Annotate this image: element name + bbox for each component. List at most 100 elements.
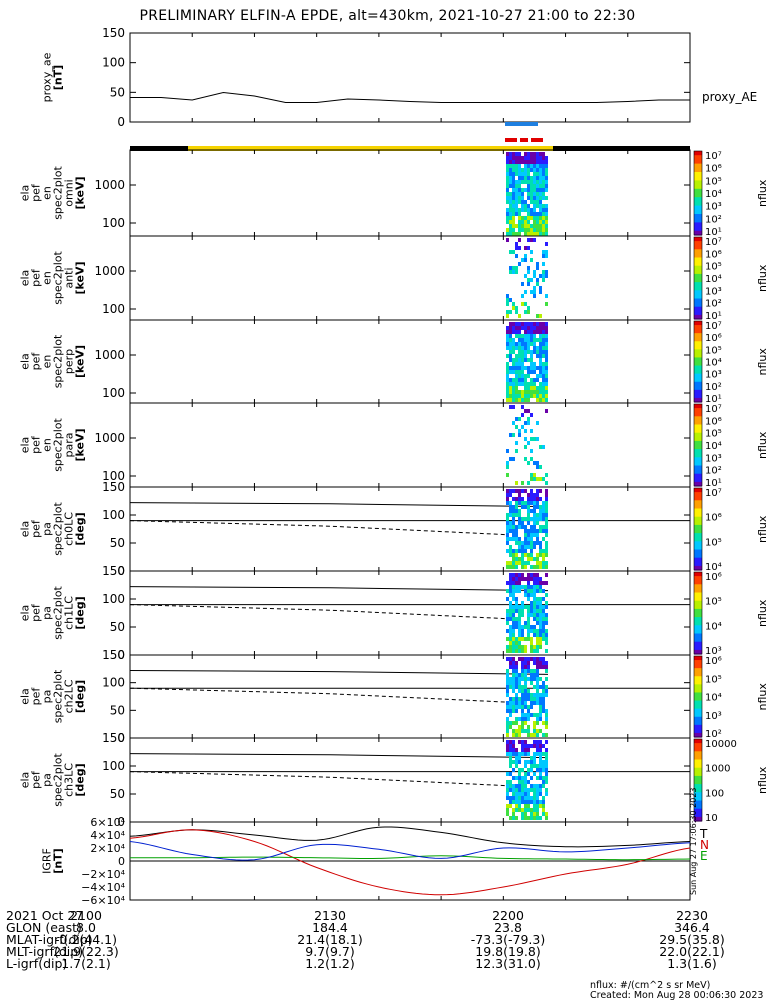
spectrogram-cell [521,322,524,326]
colorbar-title: nflux [756,179,769,207]
proxy-ae-legend: proxy_AE [702,90,757,104]
spectrogram-cell [545,509,548,513]
spectrogram-cell [521,378,524,382]
spectrogram-cell [509,501,512,505]
side-note: Sun Aug 27 17:06:30 2023 [689,788,698,895]
spectrogram-cell [512,378,515,382]
spectrogram-cell [512,621,515,625]
colorbar-cell [694,749,702,752]
colorbar-cell [694,692,702,696]
spectrogram-cell [533,196,536,200]
pitch-panel-ch0LC [129,486,691,572]
spectrogram-cell [509,788,512,792]
anti-loss-cone-line [129,687,506,703]
spectrogram-cell [527,382,530,386]
spectrogram-cell [521,689,524,693]
spectrogram-cell [530,354,533,358]
spectrogram-cell [524,665,527,669]
spectrogram-cell [512,733,515,737]
spectrogram-cell [533,180,536,184]
spectrogram-cell [545,242,548,246]
spectrogram-cell [530,577,533,581]
spectrogram-cell [524,160,527,164]
spectrogram-cell [515,565,518,569]
spectrogram-cell [539,705,542,709]
spectrogram-cell [539,529,542,533]
spectrogram-cell [521,740,524,744]
spectrogram-cell [524,593,527,597]
colorbar-cell [694,786,702,789]
spectrogram-cell [536,557,539,561]
footer-row-label: L-igrf(dip) [6,956,68,971]
spectrogram-cell [521,334,524,338]
spectrogram-cell [512,557,515,561]
spectrogram-cell [542,216,545,220]
spectrogram-cell [518,200,521,204]
ylabel-line: pef [30,603,43,622]
spectrogram-cell [533,533,536,537]
colorbar-cell [694,818,702,822]
spectrogram-cell [506,721,509,725]
spectrogram-cell [527,729,530,733]
colorbar-cell [694,520,702,524]
spectrogram-cell [521,800,524,804]
spectrogram-cell [533,673,536,677]
colorbar-cell [694,249,702,252]
spectrogram-cell [527,184,530,188]
spectrogram-cell [533,713,536,717]
spectrogram-cell [521,374,524,378]
spectrogram-cell [545,573,548,577]
spectrogram-cell [506,192,509,196]
colorbar-cell [694,195,702,198]
colorbar-cell [694,814,702,818]
colorbar-cell [694,412,702,415]
colorbar-cell [694,347,702,350]
colorbar-cell [694,524,702,528]
spectrogram-cell [518,521,521,525]
spectrogram-cell [524,685,527,689]
colorbar-cell [694,753,702,756]
colorbar-cell [694,310,702,314]
spectrogram-cell [536,314,539,318]
colorbar-cell [694,220,702,223]
colorbar-label: 10⁶ [705,513,722,524]
spectrogram-cell [509,394,512,398]
spectrogram-cell [539,613,542,617]
spectrogram-cell [506,493,509,497]
spectrogram-cell [530,713,533,717]
spectrogram-cell [539,677,542,681]
proxy-ae-panel [129,32,691,123]
spectrogram-cell [506,188,509,192]
spectrogram-cell [530,517,533,521]
spectrogram-cell [542,188,545,192]
spectrogram-cell [512,220,515,224]
ytick-label: 50 [110,787,125,801]
spectrogram-cell [524,220,527,224]
spectrogram-cell [515,621,518,625]
colorbar-cell [694,668,702,671]
spectrogram-cell [521,549,524,553]
spectrogram-cell [512,677,515,681]
spectrogram-cell [539,589,542,593]
spectrogram-cell [545,398,548,402]
spectrogram-cell [506,238,509,242]
colorbar-cell [694,788,702,791]
spectrogram-cell [536,641,539,645]
spectrogram-cell [542,274,545,278]
footer-value: 22.0(22.1) [659,944,725,959]
spectrogram-cell [512,509,515,513]
colorbar-cell [694,767,702,771]
spectrogram-cell [506,788,509,792]
spectrogram-cell [536,693,539,697]
spectrogram-cell [527,705,530,709]
spectrogram-cell [536,800,539,804]
spectrogram-cell [512,513,515,517]
colorbar-title: nflux [756,683,769,711]
spectrogram-cell [545,629,548,633]
spectrogram-cell [545,164,548,168]
science-zone-bar-blue [505,122,538,126]
spectrogram-cell [542,160,545,164]
spectrogram-cell [530,697,533,701]
spectrogram-cell [524,204,527,208]
